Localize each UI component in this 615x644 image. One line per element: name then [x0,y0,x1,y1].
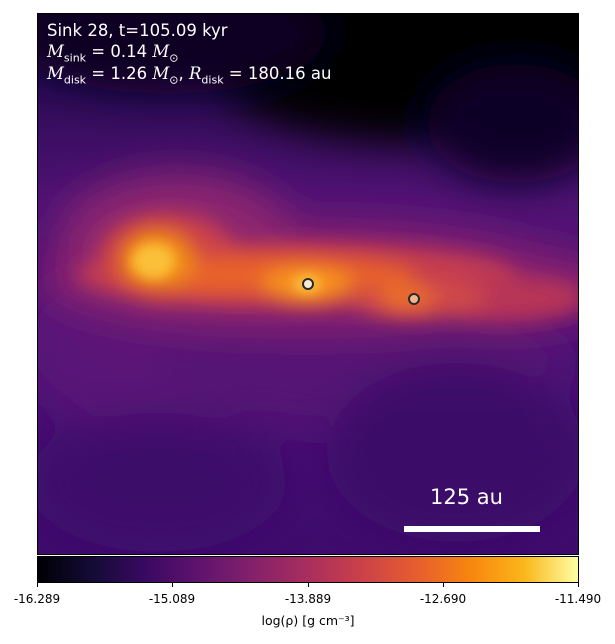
r-disk-subscript: disk [201,73,224,87]
colorbar-tick [37,583,38,587]
m-disk-subscript: disk [63,73,87,87]
sink-title: Sink 28, t=105.09 kyr [47,21,228,40]
scalebar [404,526,540,532]
colorbar [37,556,579,583]
m-sink-value: = 0.14 [86,42,153,61]
sun-subscript-2: ⊙ [169,73,179,87]
m-symbol: M [47,42,64,61]
colorbar-tick-label: -15.089 [148,592,196,606]
m-sink-subscript: sink [63,51,87,65]
separator: , [178,64,189,83]
scalebar-label: 125 au [430,485,503,509]
colorbar-tick-label: -13.889 [284,592,332,606]
disk-properties-label: Mdisk = 1.26 M⊙, Rdisk = 180.16 au [47,64,332,87]
r-disk-symbol: R [188,64,202,83]
m-disk-value: = 1.26 [86,64,153,83]
density-image [38,14,578,554]
sink-marker-primary [302,278,314,290]
sink-marker-secondary [408,293,420,305]
m-disk-symbol: M [47,64,64,83]
r-disk-value: = 180.16 au [223,64,332,83]
colorbar-label: log(ρ) [g cm⁻³] [261,613,355,628]
colorbar-tick [308,583,309,587]
m-sun-symbol: M [152,42,170,61]
colorbar-tick [172,583,173,587]
sink-mass-label: Msink = 0.14 M⊙ [47,42,179,65]
colorbar-tick-label: -11.490 [554,592,602,606]
m-sun-symbol-2: M [152,64,170,83]
colorbar-tick-label: -12.690 [419,592,467,606]
colorbar-tick [578,583,579,587]
density-map: Sink 28, t=105.09 kyr Msink = 0.14 M⊙ Md… [37,13,579,555]
colorbar-tick [443,583,444,587]
colorbar-tick-label: -16.289 [13,592,61,606]
sun-subscript: ⊙ [169,51,179,65]
